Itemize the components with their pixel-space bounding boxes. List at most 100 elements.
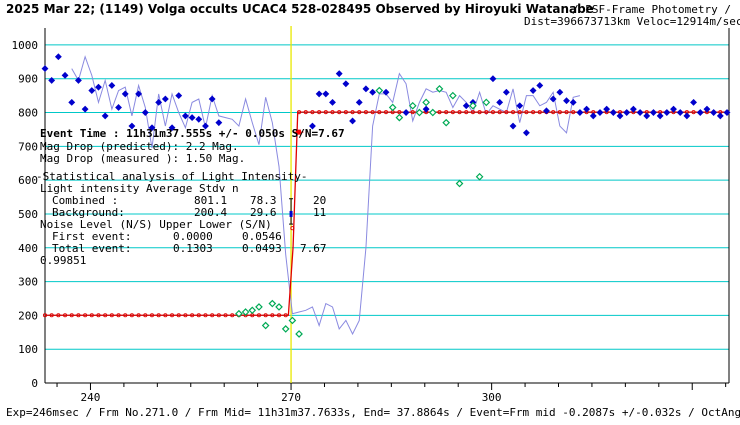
data-point-blue: [496, 98, 504, 106]
data-point-blue: [583, 105, 591, 113]
model-point: [557, 110, 562, 115]
y-tick-label-700: 700: [18, 140, 38, 153]
y-tick-label-300: 300: [18, 276, 38, 289]
data-point-blue: [569, 98, 577, 106]
data-point-blue: [543, 107, 550, 115]
model-point: [116, 313, 121, 318]
data-point-blue: [108, 82, 116, 89]
model-point: [169, 313, 175, 318]
data-point-blue: [335, 70, 343, 78]
model-point: [477, 110, 482, 115]
data-point-blue: [355, 98, 363, 106]
data-point-blue: [489, 75, 497, 83]
data-point-green: [375, 86, 384, 95]
model-point: [564, 110, 569, 115]
data-point-blue: [195, 115, 203, 123]
data-point-green: [455, 179, 464, 188]
y-tick-label-1000: 1000: [12, 39, 39, 52]
data-point-blue: [181, 112, 189, 120]
model-point: [303, 110, 308, 115]
model-point: [83, 313, 88, 318]
data-point-blue: [670, 105, 677, 113]
model-point: [270, 313, 275, 318]
data-point-blue: [516, 102, 524, 110]
model-point: [149, 313, 155, 318]
data-point-green: [241, 308, 250, 316]
data-point-blue: [536, 82, 544, 89]
light-intensity-header: Light intensity Average Stdv n: [40, 182, 239, 195]
light-intensity-row-label: Background:: [52, 206, 125, 219]
model-point: [383, 110, 389, 115]
model-point: [183, 313, 188, 318]
light-intensity-row-average: 801.1: [194, 194, 227, 207]
model-point: [337, 110, 342, 115]
light-intensity-row-average: 200.4: [194, 206, 227, 219]
data-point-green: [422, 98, 430, 107]
data-point-blue: [322, 90, 330, 98]
data-point-blue: [161, 95, 169, 103]
model-point: [63, 313, 68, 318]
chart-subtitle: Dist=396673713km Veloc=12914m/sec: [524, 15, 740, 28]
data-point-green: [442, 118, 451, 127]
data-point-green: [428, 108, 437, 117]
y-tick-label-100: 100: [18, 343, 38, 356]
model-point: [290, 226, 295, 231]
model-point: [156, 313, 161, 318]
model-point: [276, 313, 282, 318]
model-point: [357, 110, 362, 115]
data-point-green: [268, 299, 277, 308]
model-point: [444, 110, 449, 115]
model-point: [571, 110, 576, 115]
data-point-blue: [155, 98, 163, 106]
data-point-green: [255, 303, 263, 311]
data-point-blue: [623, 109, 631, 116]
model-point: [410, 110, 415, 115]
model-point: [109, 313, 114, 318]
data-point-blue: [710, 109, 718, 116]
data-point-green: [435, 85, 444, 93]
chart-title-suffix: / PSF-Frame Photometry /: [572, 3, 731, 16]
data-point-green: [475, 172, 484, 181]
data-point-blue: [676, 109, 684, 116]
mag-drop-predicted-text: Mag Drop (predicted): 2.2 Mag.: [40, 140, 239, 153]
data-point-blue: [41, 65, 49, 72]
data-point-blue: [549, 95, 557, 103]
data-point-blue: [650, 109, 657, 116]
model-point: [517, 110, 522, 115]
model-point: [310, 110, 315, 115]
data-point-blue: [382, 88, 390, 96]
data-point-blue: [121, 90, 129, 98]
model-point: [210, 313, 215, 318]
data-point-green: [288, 316, 297, 325]
data-point-blue: [723, 109, 731, 116]
model-point: [377, 110, 382, 115]
model-point: [551, 110, 556, 115]
data-point-blue: [369, 88, 377, 96]
data-point-blue: [683, 112, 691, 120]
data-point-green: [449, 91, 457, 100]
y-tick-label-400: 400: [18, 242, 38, 255]
data-point-blue: [175, 92, 183, 100]
data-point-blue: [716, 112, 724, 120]
noise-row-lower: 0.0546: [242, 230, 282, 243]
model-point: [450, 110, 455, 115]
model-point: [76, 313, 81, 318]
model-point: [323, 110, 328, 115]
model-point: [510, 110, 516, 115]
noise-row-label: Total event:: [52, 242, 131, 255]
light-intensity-row-label: Combined :: [52, 194, 118, 207]
data-point-blue: [643, 112, 651, 120]
data-point-green: [482, 98, 491, 107]
data-point-blue: [609, 109, 617, 116]
data-point-blue: [509, 122, 517, 130]
model-point: [89, 313, 94, 318]
data-point-blue: [188, 114, 196, 122]
model-point: [350, 110, 355, 115]
model-point: [163, 313, 168, 318]
data-point-blue: [148, 124, 156, 132]
measured-light-curve-line: [71, 55, 581, 336]
data-point-blue: [616, 112, 624, 120]
y-tick-label-0: 0: [31, 377, 38, 390]
data-point-blue: [422, 105, 430, 113]
